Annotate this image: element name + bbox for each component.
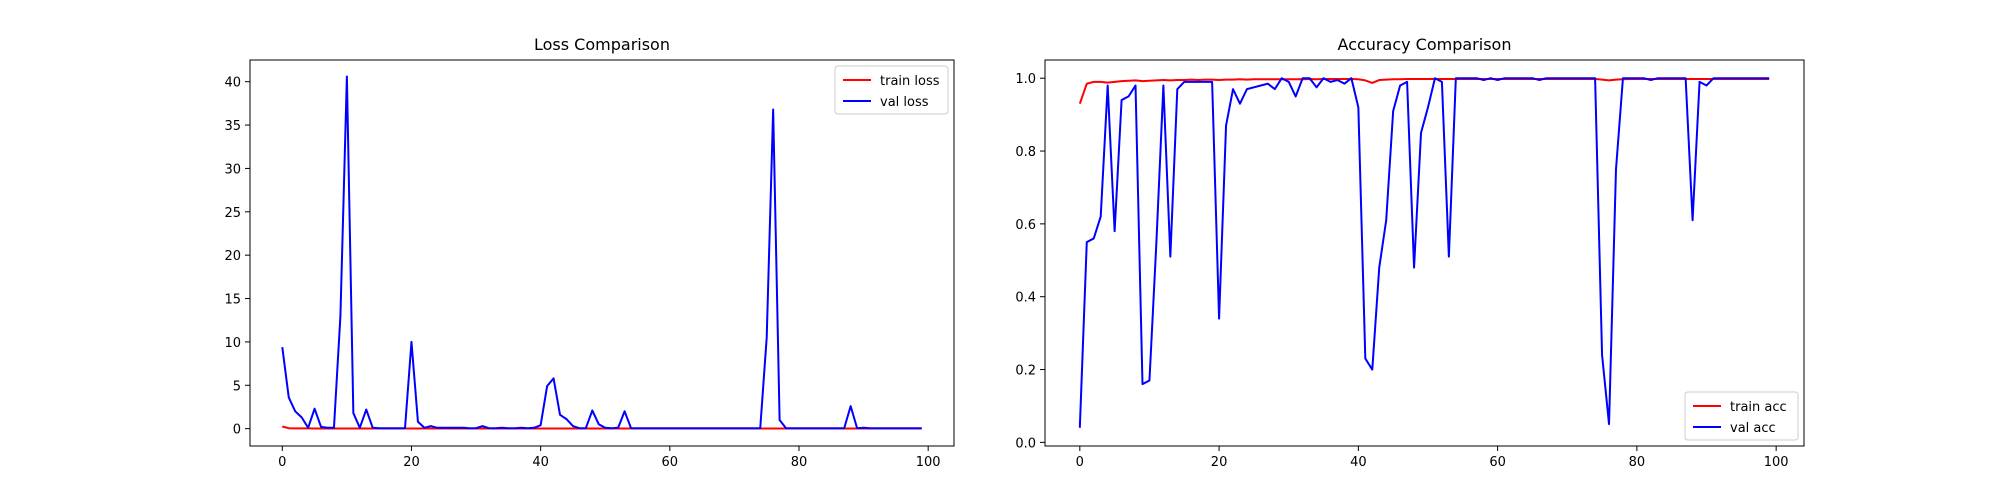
- y-tick-label: 0.0: [1015, 436, 1036, 451]
- legend-label-train-loss: train loss: [880, 74, 940, 89]
- x-tick-label: 40: [1350, 455, 1367, 470]
- y-tick-label: 0: [233, 423, 241, 438]
- legend-label-train-acc: train acc: [1730, 400, 1787, 415]
- series-line-val-acc: [1078, 77, 1770, 428]
- y-tick-label: 30: [224, 162, 241, 177]
- y-tick-label: 35: [224, 119, 241, 134]
- y-tick-label: 0.2: [1015, 364, 1036, 379]
- x-tick-label: 40: [532, 455, 549, 470]
- x-tick-label: 100: [916, 455, 941, 470]
- accuracy-chart-panel: Accuracy Comparison 0 20 40 60 80 100 0.0 0.2 0.4…: [1015, 35, 1805, 470]
- y-tick-label: 40: [224, 76, 241, 91]
- y-tick-label: 15: [224, 293, 241, 308]
- y-tick-label: 25: [224, 206, 241, 221]
- x-tick-label: 80: [791, 455, 808, 470]
- y-tick-label: 10: [224, 336, 241, 351]
- x-tick-label: 100: [1764, 455, 1789, 470]
- x-tick-label: 80: [1629, 455, 1646, 470]
- x-tick-label: 20: [403, 455, 420, 470]
- y-tick-label: 20: [224, 249, 241, 264]
- x-tick-label: 20: [1211, 455, 1228, 470]
- y-tick-label: 5: [233, 379, 241, 394]
- legend-label-val-acc: val acc: [1730, 421, 1776, 436]
- x-tick-label: 60: [662, 455, 679, 470]
- series-line-val-loss: [281, 75, 922, 430]
- y-tick-label: 0.6: [1015, 218, 1036, 233]
- accuracy-chart-title: Accuracy Comparison: [1338, 35, 1512, 54]
- loss-legend: train loss val loss: [834, 65, 949, 115]
- loss-chart-title: Loss Comparison: [534, 35, 670, 54]
- y-tick-label: 0.4: [1015, 291, 1036, 306]
- x-tick-label: 0: [1076, 455, 1084, 470]
- x-tick-label: 60: [1489, 455, 1506, 470]
- loss-chart-panel: Loss Comparison 0 20 40 60 80 100 0 5 10 15 20 25 30 3…: [224, 35, 955, 470]
- accuracy-legend: train acc val acc: [1684, 391, 1799, 441]
- loss-axes-frame: [249, 59, 955, 447]
- x-tick-label: 0: [278, 455, 286, 470]
- accuracy-axes-frame: [1044, 59, 1805, 447]
- legend-label-val-loss: val loss: [880, 95, 929, 110]
- y-tick-label: 1.0: [1015, 72, 1036, 87]
- y-tick-label: 0.8: [1015, 145, 1036, 160]
